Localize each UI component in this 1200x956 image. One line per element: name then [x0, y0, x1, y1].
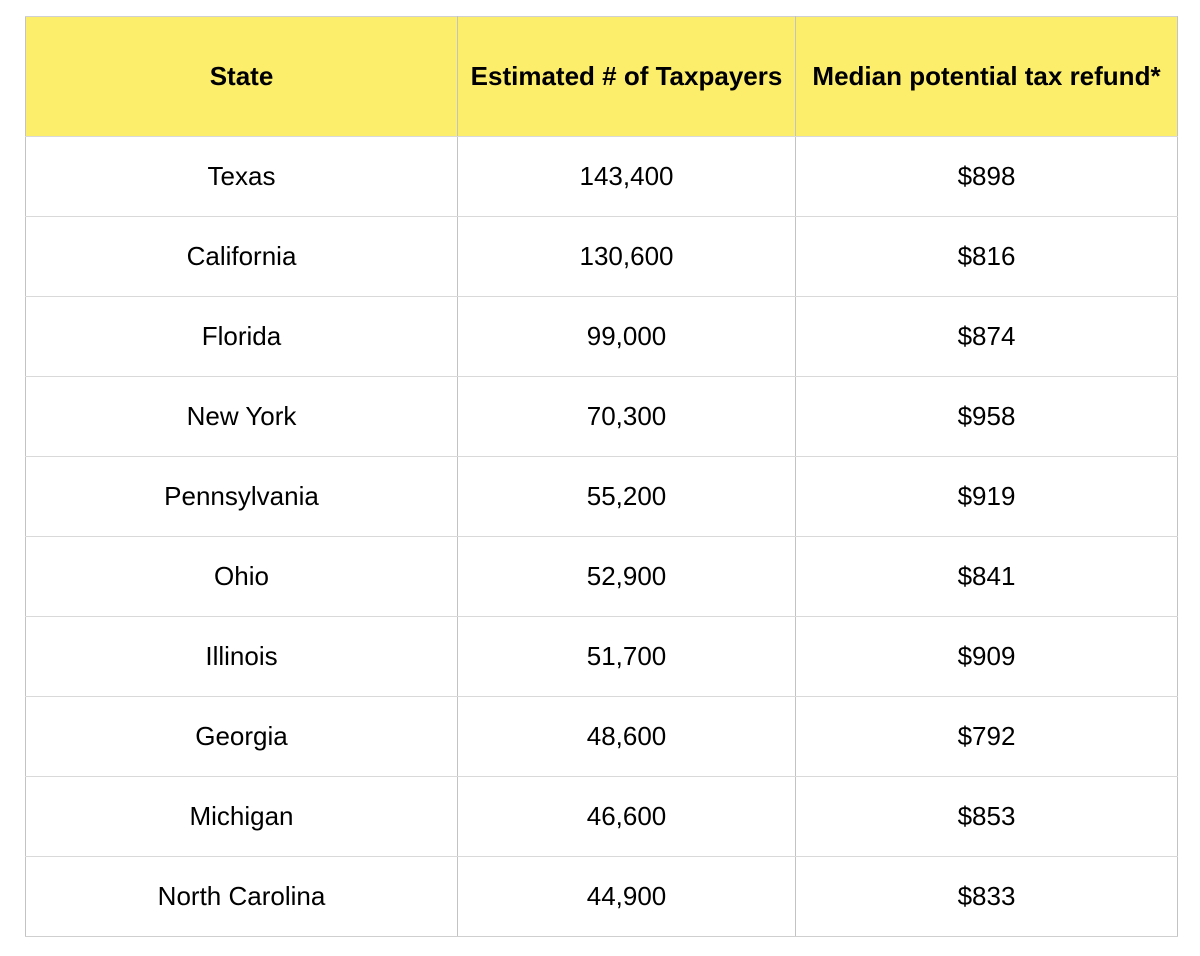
cell-state: Florida: [25, 296, 458, 377]
table-row: Georgia 48,600 $792: [25, 696, 1178, 777]
cell-state: New York: [25, 376, 458, 457]
cell-refund: $898: [795, 136, 1178, 217]
cell-state: Illinois: [25, 616, 458, 697]
cell-taxpayers: 143,400: [457, 136, 796, 217]
column-header-refund: Median potential tax refund*: [795, 16, 1178, 137]
table-body: Texas 143,400 $898 California 130,600 $816 Flo…: [25, 136, 1178, 937]
header-row: State Estimated # of Taxpayers Median po…: [25, 16, 1178, 137]
cell-taxpayers: 99,000: [457, 296, 796, 377]
cell-taxpayers: 52,900: [457, 536, 796, 617]
cell-state: California: [25, 216, 458, 297]
cell-taxpayers: 51,700: [457, 616, 796, 697]
cell-refund: $958: [795, 376, 1178, 457]
cell-state: Ohio: [25, 536, 458, 617]
cell-refund: $833: [795, 856, 1178, 937]
cell-state: North Carolina: [25, 856, 458, 937]
table-row: California 130,600 $816: [25, 216, 1178, 297]
cell-refund: $853: [795, 776, 1178, 857]
cell-taxpayers: 44,900: [457, 856, 796, 937]
column-header-taxpayers: Estimated # of Taxpayers: [457, 16, 796, 137]
table-row: New York 70,300 $958: [25, 376, 1178, 457]
cell-taxpayers: 70,300: [457, 376, 796, 457]
cell-refund: $919: [795, 456, 1178, 537]
cell-state: Pennsylvania: [25, 456, 458, 537]
cell-refund: $909: [795, 616, 1178, 697]
cell-refund: $816: [795, 216, 1178, 297]
cell-refund: $841: [795, 536, 1178, 617]
cell-taxpayers: 46,600: [457, 776, 796, 857]
table-header: State Estimated # of Taxpayers Median po…: [25, 16, 1178, 137]
cell-refund: $874: [795, 296, 1178, 377]
column-header-state: State: [25, 16, 458, 137]
cell-state: Texas: [25, 136, 458, 217]
cell-state: Georgia: [25, 696, 458, 777]
tax-refund-table: State Estimated # of Taxpayers Median po…: [25, 16, 1178, 937]
cell-taxpayers: 130,600: [457, 216, 796, 297]
cell-taxpayers: 55,200: [457, 456, 796, 537]
table-row: Illinois 51,700 $909: [25, 616, 1178, 697]
table-row: Texas 143,400 $898: [25, 136, 1178, 217]
table-row: Pennsylvania 55,200 $919: [25, 456, 1178, 537]
table-row: Michigan 46,600 $853: [25, 776, 1178, 857]
table-row: Ohio 52,900 $841: [25, 536, 1178, 617]
cell-taxpayers: 48,600: [457, 696, 796, 777]
cell-state: Michigan: [25, 776, 458, 857]
table-row: Florida 99,000 $874: [25, 296, 1178, 377]
cell-refund: $792: [795, 696, 1178, 777]
table-row: North Carolina 44,900 $833: [25, 856, 1178, 937]
